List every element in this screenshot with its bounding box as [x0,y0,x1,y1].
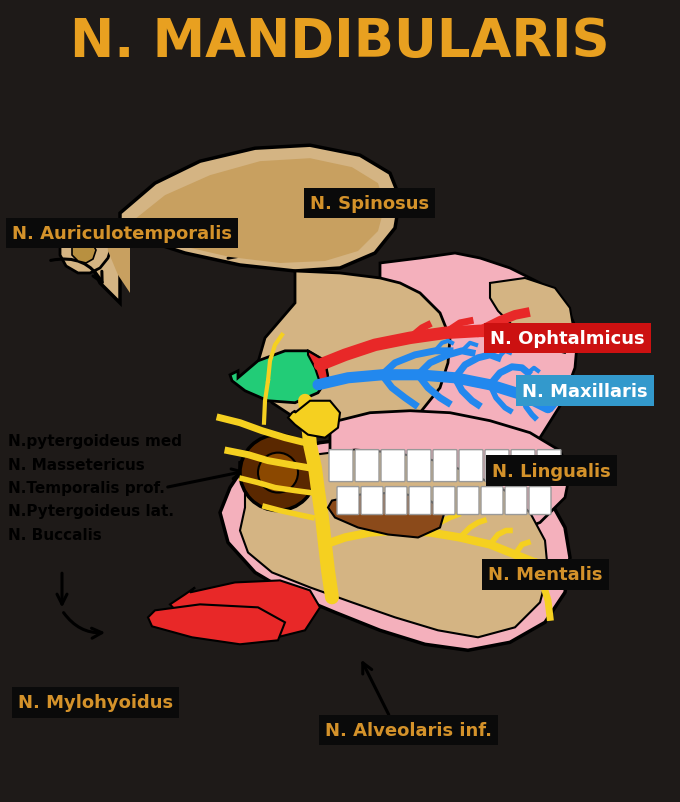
Polygon shape [230,351,328,403]
FancyBboxPatch shape [459,450,483,482]
Polygon shape [370,253,578,503]
Polygon shape [148,605,285,645]
FancyBboxPatch shape [385,487,407,515]
Polygon shape [308,351,328,383]
FancyBboxPatch shape [529,487,551,515]
Text: N. Lingualis: N. Lingualis [492,462,611,480]
FancyBboxPatch shape [355,450,379,482]
Circle shape [258,453,298,493]
FancyBboxPatch shape [481,487,503,515]
Polygon shape [288,401,340,438]
Text: N. Alveolaris inf.: N. Alveolaris inf. [325,721,492,739]
Text: N. Auriculotemporalis: N. Auriculotemporalis [12,225,232,243]
Polygon shape [328,493,445,538]
FancyBboxPatch shape [329,450,353,482]
FancyBboxPatch shape [407,450,431,482]
Text: N. Spinosus: N. Spinosus [310,195,429,213]
Circle shape [240,435,316,511]
Text: N. Ophtalmicus: N. Ophtalmicus [490,330,645,347]
FancyBboxPatch shape [537,450,561,482]
FancyBboxPatch shape [511,450,535,482]
FancyBboxPatch shape [505,487,527,515]
Polygon shape [240,450,548,638]
FancyBboxPatch shape [381,450,405,482]
Polygon shape [72,241,96,264]
Polygon shape [220,438,570,650]
FancyBboxPatch shape [409,487,431,515]
Text: N. Mylohyoidus: N. Mylohyoidus [18,693,173,711]
Text: N. MANDIBULARIS: N. MANDIBULARIS [70,16,610,68]
Text: N. Mentalis: N. Mentalis [488,565,602,584]
Polygon shape [320,411,570,538]
FancyBboxPatch shape [433,450,457,482]
FancyBboxPatch shape [337,487,359,515]
Polygon shape [255,272,450,438]
Polygon shape [88,146,400,303]
Text: N.pytergoideus med
N. Massetericus
N.Temporalis prof.
N.Pytergoideus lat.
N. Buc: N.pytergoideus med N. Massetericus N.Tem… [8,434,182,542]
Polygon shape [490,278,575,354]
FancyBboxPatch shape [433,487,455,515]
FancyBboxPatch shape [457,487,479,515]
Polygon shape [106,159,385,294]
Polygon shape [60,229,112,273]
Polygon shape [170,581,320,641]
Text: N. Maxillaris: N. Maxillaris [522,383,647,400]
FancyBboxPatch shape [485,450,509,482]
FancyBboxPatch shape [361,487,383,515]
